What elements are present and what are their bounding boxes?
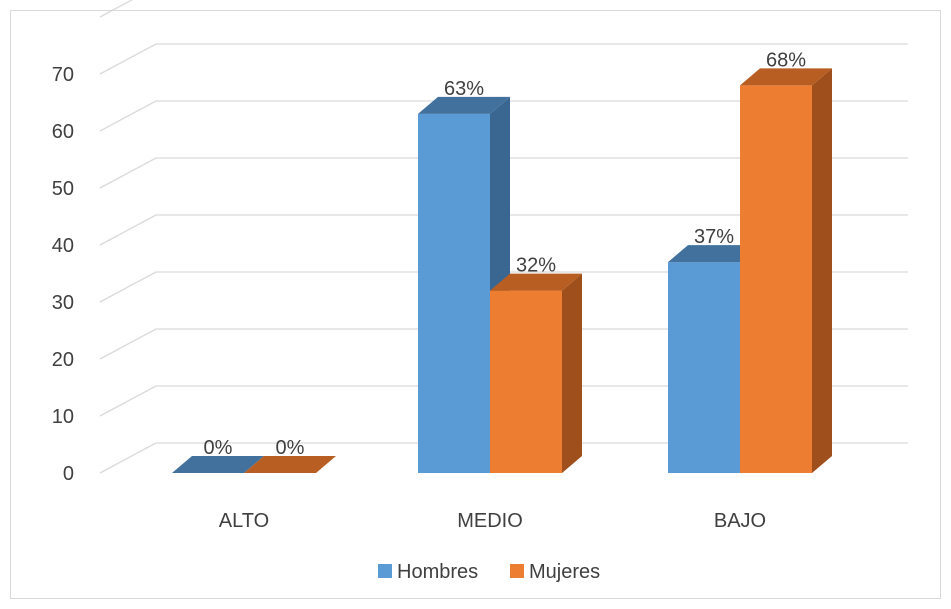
gridline-0 [99,442,908,474]
data-label-hombres-bajo: 37% [694,226,734,248]
bar-top-hombres-alto [172,456,264,473]
legend-label-hombres: Hombres [397,561,478,583]
bar-hombres-alto [172,456,264,473]
gridline-70 [99,43,908,75]
bar-top-mujeres-medio [490,273,582,291]
legend[interactable]: Hombres Mujeres [378,561,600,583]
data-label-mujeres-medio: 32% [516,255,556,277]
gridline-50 [99,157,908,189]
gridline-40 [99,214,908,246]
y-tick-label-50: 50 [52,178,74,200]
legend-label-mujeres: Mujeres [529,561,600,583]
bar-top-hombres-medio [418,96,510,114]
category-label-medio: MEDIO [457,510,523,532]
bar-front-hombres-medio [418,113,490,474]
bar-front-mujeres-medio [490,290,562,473]
legend-swatch-mujeres [510,564,524,578]
legend-item-hombres[interactable]: Hombres [378,561,478,583]
y-axis-ticks: 0 10 20 30 40 50 60 70 [52,64,74,485]
bar-side-mujeres-bajo [812,68,832,474]
data-label-mujeres-alto: 0% [276,437,305,459]
gridlines [99,0,908,474]
gridline-10 [99,385,908,417]
data-label-hombres-medio: 63% [444,78,484,100]
category-label-alto: ALTO [219,510,269,532]
y-tick-label-60: 60 [52,121,74,143]
y-tick-label-30: 30 [52,292,74,314]
gridline-60 [99,100,908,132]
bar-mujeres-bajo [740,68,832,474]
data-label-hombres-alto: 0% [204,437,233,459]
bar-top-mujeres-alto [244,456,336,473]
category-label-bajo: BAJO [714,510,766,532]
bars [172,68,832,474]
y-tick-label-0: 0 [63,463,74,485]
bar-front-hombres-bajo [668,262,740,473]
bar-mujeres-medio [490,273,582,473]
y-tick-label-10: 10 [52,406,74,428]
bar-mujeres-alto [244,456,336,473]
legend-swatch-hombres [378,564,392,578]
bar-side-mujeres-medio [562,273,582,473]
gridline-30 [99,271,908,303]
bar-top-hombres-bajo [668,245,760,263]
x-axis-categories: ALTO MEDIO BAJO [219,510,766,532]
data-labels: 0% 0% 63% 32% 37% 68% [204,49,807,459]
y-tick-label-70: 70 [52,64,74,86]
legend-item-mujeres[interactable]: Mujeres [510,561,600,583]
y-tick-label-40: 40 [52,235,74,257]
data-label-mujeres-bajo: 68% [766,49,806,71]
bar-front-mujeres-bajo [740,85,812,474]
y-tick-label-20: 20 [52,349,74,371]
gridline-20 [99,328,908,360]
bar-top-mujeres-bajo [740,68,832,86]
gridline-top [99,0,134,18]
